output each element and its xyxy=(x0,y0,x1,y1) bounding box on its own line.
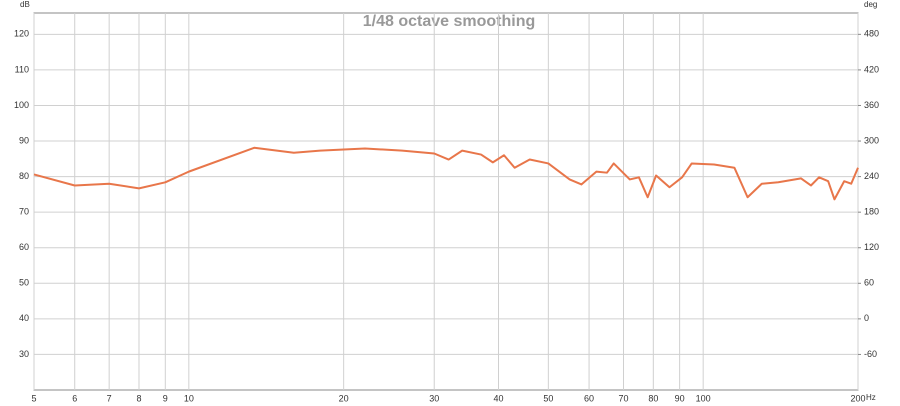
plot-frame xyxy=(33,12,859,391)
x-tick-label: 50 xyxy=(543,393,553,403)
x-tick-label: 8 xyxy=(136,393,141,403)
x-tick-label: 100 xyxy=(696,393,711,403)
y-tick-label: 70 xyxy=(19,207,29,217)
x-tick-label: 10 xyxy=(184,393,194,403)
y2-tick-label: -60 xyxy=(864,349,877,359)
y2-tick-label: 240 xyxy=(864,171,879,181)
x-tick-label: 90 xyxy=(675,393,685,403)
y-tick-label: 30 xyxy=(19,349,29,359)
y-tick-label: 100 xyxy=(14,100,29,110)
x-tick-label: 7 xyxy=(107,393,112,403)
y2-tick-label: 480 xyxy=(864,29,879,39)
y-tick-label: 120 xyxy=(14,29,29,39)
y-tick-label: 110 xyxy=(15,64,29,74)
x-tick-label: 60 xyxy=(584,393,594,403)
x-tick-label: 30 xyxy=(429,393,439,403)
x-tick-label: 5 xyxy=(31,393,36,403)
y2-tick-label: 300 xyxy=(864,135,879,145)
y2-tick-label: 420 xyxy=(864,64,879,74)
y2-tick-label: 360 xyxy=(864,100,879,110)
y-tick-label: 80 xyxy=(19,171,29,181)
x-tick-label: 70 xyxy=(618,393,628,403)
y2-tick-label: 60 xyxy=(864,278,874,288)
x-tick-label: 6 xyxy=(72,393,77,403)
y-axis-label: dB xyxy=(20,0,30,9)
x-axis-label: Hz xyxy=(866,393,876,402)
series-line xyxy=(33,146,859,201)
y2-tick-label: 120 xyxy=(864,242,879,252)
y-tick-label: 60 xyxy=(19,242,29,252)
y-tick-label: 90 xyxy=(19,135,29,145)
y2-axis-label: deg xyxy=(864,0,877,9)
x-tick-label: 9 xyxy=(163,393,168,403)
x-tick-label: 200 xyxy=(850,393,865,403)
y2-tick-label: 0 xyxy=(864,313,869,323)
y-tick-label: 40 xyxy=(19,313,29,323)
x-tick-label: 40 xyxy=(493,393,503,403)
x-tick-label: 80 xyxy=(648,393,658,403)
x-tick-label: 20 xyxy=(339,393,349,403)
chart-title: 1/48 octave smoothing xyxy=(363,13,536,30)
y-tick-label: 50 xyxy=(19,278,29,288)
y2-tick-label: 180 xyxy=(864,207,879,217)
